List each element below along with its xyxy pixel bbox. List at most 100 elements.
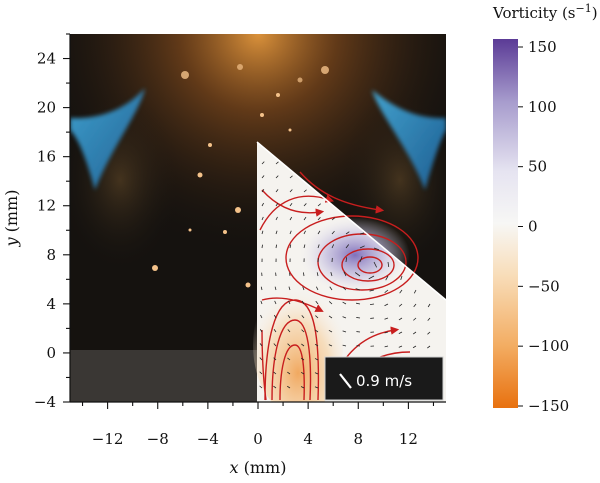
velocity-vector bbox=[342, 344, 347, 347]
colorbar-tick-label: 0 bbox=[528, 218, 538, 236]
colorbar-tick-label: −100 bbox=[528, 337, 569, 355]
velocity-vector bbox=[275, 216, 278, 221]
velocity-vector bbox=[275, 230, 278, 235]
y-tick-label: 24 bbox=[37, 50, 56, 68]
velocity-vector bbox=[387, 261, 390, 267]
y-tick-label: 16 bbox=[37, 148, 56, 166]
velocity-vector bbox=[328, 315, 333, 319]
velocity-vector bbox=[317, 244, 320, 249]
velocity-vector bbox=[259, 385, 263, 389]
velocity-vector bbox=[303, 189, 307, 193]
velocity-vector bbox=[287, 371, 291, 375]
velocity-vector bbox=[289, 175, 293, 179]
velocity-vector bbox=[328, 344, 333, 347]
y-tick-label: 12 bbox=[37, 197, 56, 215]
velocity-vector bbox=[287, 357, 291, 361]
velocity-vector bbox=[275, 244, 278, 249]
velocity-vector bbox=[355, 302, 361, 305]
y-tick-label: 0 bbox=[46, 344, 56, 362]
velocity-vector bbox=[384, 317, 389, 320]
velocity-vector bbox=[314, 386, 319, 389]
velocity-vector bbox=[301, 300, 305, 305]
velocity-vector bbox=[359, 232, 365, 235]
velocity-vector bbox=[398, 303, 403, 307]
velocity-vector bbox=[274, 286, 277, 291]
x-tick-label: −4 bbox=[197, 430, 219, 448]
velocity-vector bbox=[261, 161, 265, 165]
velocity-vector bbox=[317, 230, 321, 235]
velocity-vector bbox=[413, 317, 417, 321]
velocity-vector bbox=[328, 301, 333, 305]
velocity-vector bbox=[314, 372, 319, 375]
velocity-vector bbox=[273, 357, 277, 361]
velocity-vector bbox=[273, 329, 277, 333]
vorticity-colorbar: Vorticity (s−1) 150 100 50 0 −50 −100 −150 bbox=[492, 2, 598, 415]
velocity-vector bbox=[400, 275, 403, 281]
velocity-vector bbox=[300, 371, 305, 375]
velocity-vector bbox=[354, 272, 361, 277]
velocity-vector bbox=[342, 286, 347, 291]
velocity-vector bbox=[328, 329, 333, 333]
scale-arrow-icon bbox=[339, 373, 352, 389]
velocity-vector bbox=[259, 357, 263, 361]
velocity-vector bbox=[260, 286, 263, 291]
velocity-vector bbox=[315, 286, 319, 291]
velocity-vector bbox=[275, 161, 279, 165]
velocity-vector bbox=[345, 257, 348, 263]
velocity-vector bbox=[384, 289, 389, 293]
velocity-vector bbox=[275, 189, 279, 193]
velocity-vector bbox=[300, 386, 305, 389]
velocity-vector bbox=[302, 286, 305, 291]
velocity-vector bbox=[331, 230, 335, 235]
colorbar-tick-label: 50 bbox=[528, 158, 547, 176]
velocity-vector bbox=[301, 315, 305, 319]
velocity-vector bbox=[329, 286, 333, 291]
velocity-vector bbox=[260, 300, 263, 305]
velocity-vector bbox=[261, 189, 265, 193]
velocity-vector bbox=[369, 303, 375, 306]
velocity-scale-box: 0.9 m/s bbox=[324, 356, 444, 401]
y-tick-label: −4 bbox=[34, 393, 56, 411]
x-tick-label: 12 bbox=[399, 430, 418, 448]
x-tick-label: 8 bbox=[353, 430, 363, 448]
velocity-vector bbox=[275, 202, 279, 207]
colorbar-tick-label: 100 bbox=[528, 98, 557, 116]
colorbar-tick-label: −150 bbox=[528, 397, 569, 415]
velocity-vector bbox=[315, 315, 319, 319]
velocity-vector bbox=[331, 217, 336, 221]
x-tick-label: 0 bbox=[253, 430, 263, 448]
velocity-vector bbox=[373, 247, 380, 251]
y-tick-label: 8 bbox=[46, 246, 56, 264]
velocity-vector bbox=[273, 371, 277, 375]
velocity-vector bbox=[289, 189, 293, 193]
velocity-vector bbox=[385, 275, 389, 281]
velocity-vector bbox=[300, 357, 305, 361]
velocity-vector bbox=[302, 272, 305, 277]
velocity-vector bbox=[303, 244, 306, 249]
velocity-vector bbox=[287, 314, 291, 319]
x-tick-label: −8 bbox=[147, 430, 169, 448]
velocity-vector bbox=[373, 261, 378, 268]
velocity-vector bbox=[343, 271, 347, 277]
velocity-vector bbox=[301, 343, 305, 347]
velocity-vector bbox=[314, 358, 319, 361]
colorbar-tick-label: 150 bbox=[528, 38, 557, 56]
velocity-vector bbox=[273, 343, 277, 347]
velocity-vector bbox=[289, 216, 293, 221]
velocity-vector bbox=[261, 230, 264, 235]
velocity-vector bbox=[345, 231, 350, 235]
colorbar-tick-label: −50 bbox=[528, 277, 560, 295]
velocity-vector bbox=[303, 203, 307, 207]
velocity-vector bbox=[289, 230, 292, 235]
velocity-vector bbox=[288, 300, 291, 305]
velocity-vector bbox=[303, 216, 307, 221]
velocity-vector bbox=[412, 331, 417, 335]
velocity-vector bbox=[356, 317, 361, 319]
velocity-vector bbox=[316, 272, 319, 277]
velocity-vector bbox=[289, 244, 292, 249]
velocity-vector bbox=[331, 244, 335, 249]
plot-axes: −12 −8 −4 0 4 8 12 −4 0 4 8 12 16 20 24 bbox=[34, 33, 446, 448]
velocity-vector bbox=[259, 343, 263, 347]
velocity-vector bbox=[413, 289, 417, 294]
